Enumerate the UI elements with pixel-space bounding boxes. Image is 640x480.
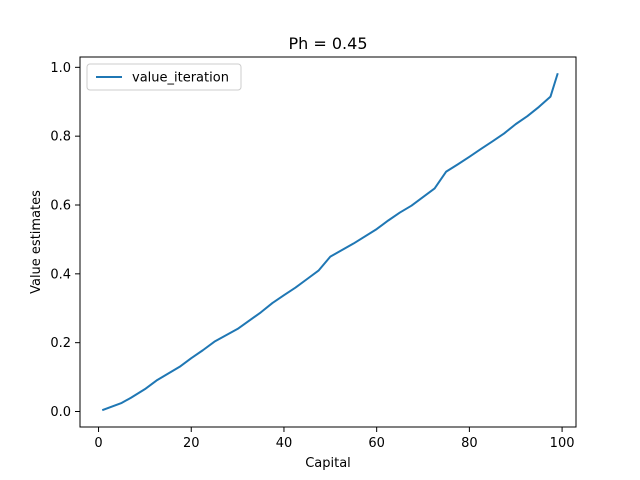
series-line-value_iteration: [101, 72, 559, 412]
y-tick-label: 0.4: [50, 267, 71, 282]
x-axis-label: Capital: [305, 456, 351, 471]
y-tick-label: 0.0: [50, 405, 71, 420]
x-tick-label: 0: [94, 436, 102, 451]
y-tick-label: 0.8: [50, 130, 71, 145]
chart-title: Ph = 0.45: [289, 34, 368, 53]
x-tick-label: 20: [183, 436, 200, 451]
y-tick-label: 1.0: [50, 61, 71, 76]
x-tick-label: 80: [461, 436, 478, 451]
y-tick-label: 0.6: [50, 199, 71, 214]
x-tick-label: 100: [550, 436, 575, 451]
legend: value_iteration: [86, 63, 242, 91]
legend-label: value_iteration: [132, 71, 229, 86]
y-axis-label: Value estimates: [29, 190, 44, 294]
x-tick-label: 40: [276, 436, 293, 451]
y-tick-label: 0.2: [50, 336, 71, 351]
plot-area: 0 20 40 60 80 100 0.0 0.2 0.4 0.6 0.8 1.0 Ph = 0.45 C…: [29, 34, 577, 471]
legend-box: [86, 63, 242, 91]
x-tick-label: 60: [368, 436, 385, 451]
axes-frame: [79, 56, 577, 428]
